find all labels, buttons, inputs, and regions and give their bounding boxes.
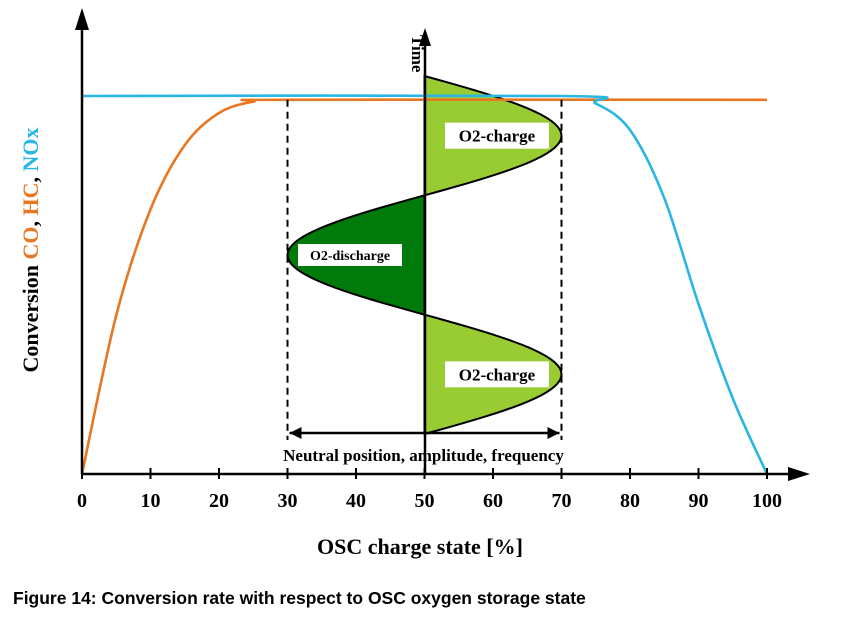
y-axis-arrowhead — [75, 8, 89, 30]
y-axis-label-part: CO — [18, 226, 43, 259]
x-tick-label: 70 — [552, 490, 572, 512]
figure-caption: Figure 14: Conversion rate with respect … — [13, 588, 586, 608]
lobe-label-box — [298, 244, 402, 266]
x-tick-label: 90 — [689, 490, 709, 512]
x-tick-label: 50 — [415, 490, 435, 512]
x-ticks: 0 10 20 30 40 50 60 70 80 90 100 — [77, 468, 782, 512]
x-tick-label: 30 — [278, 490, 298, 512]
x-tick-label: 100 — [752, 490, 782, 512]
y-axis-label-part: Conversion — [18, 259, 43, 372]
y-axis-label-part: HC — [18, 182, 43, 215]
y-axis-label-part: , — [18, 171, 43, 182]
x-axis-arrowhead — [788, 467, 810, 481]
lobe-label: O2-charge — [459, 127, 536, 146]
y-axis-label: Conversion CO, HC, NOx — [18, 127, 43, 372]
series-line — [81, 94, 769, 475]
x-tick-label: 0 — [77, 490, 87, 512]
x-tick-label: 60 — [483, 490, 503, 512]
time-axis-arrowhead — [419, 28, 431, 46]
lobe-label: O2-discharge — [310, 249, 390, 264]
reference-lines — [286, 99, 563, 440]
lobe-label: O2-charge — [459, 365, 536, 384]
x-tick-label: 10 — [141, 490, 161, 512]
x-tick-label: 40 — [346, 490, 366, 512]
lobe-labels: O2-charge O2-discharge O2-charge — [298, 122, 549, 388]
lobe-label-box — [445, 361, 549, 388]
lobe-label-box — [445, 122, 549, 149]
chart: Time 0 10 20 30 40 50 60 70 80 90 100 O2-chargeO2-… — [18, 8, 810, 559]
time-axis-label: Time — [408, 35, 427, 73]
series-lines — [80, 94, 769, 475]
series-line — [80, 98, 768, 475]
y-axis-label-part: NOx — [18, 127, 43, 171]
x-axis-label: OSC charge state [%] — [317, 534, 523, 559]
y-axis-label-part: , — [18, 215, 43, 226]
x-tick-label: 20 — [209, 490, 229, 512]
x-tick-label: 80 — [620, 490, 640, 512]
range-annotation: Neutral position, amplitude, frequency — [283, 446, 564, 465]
